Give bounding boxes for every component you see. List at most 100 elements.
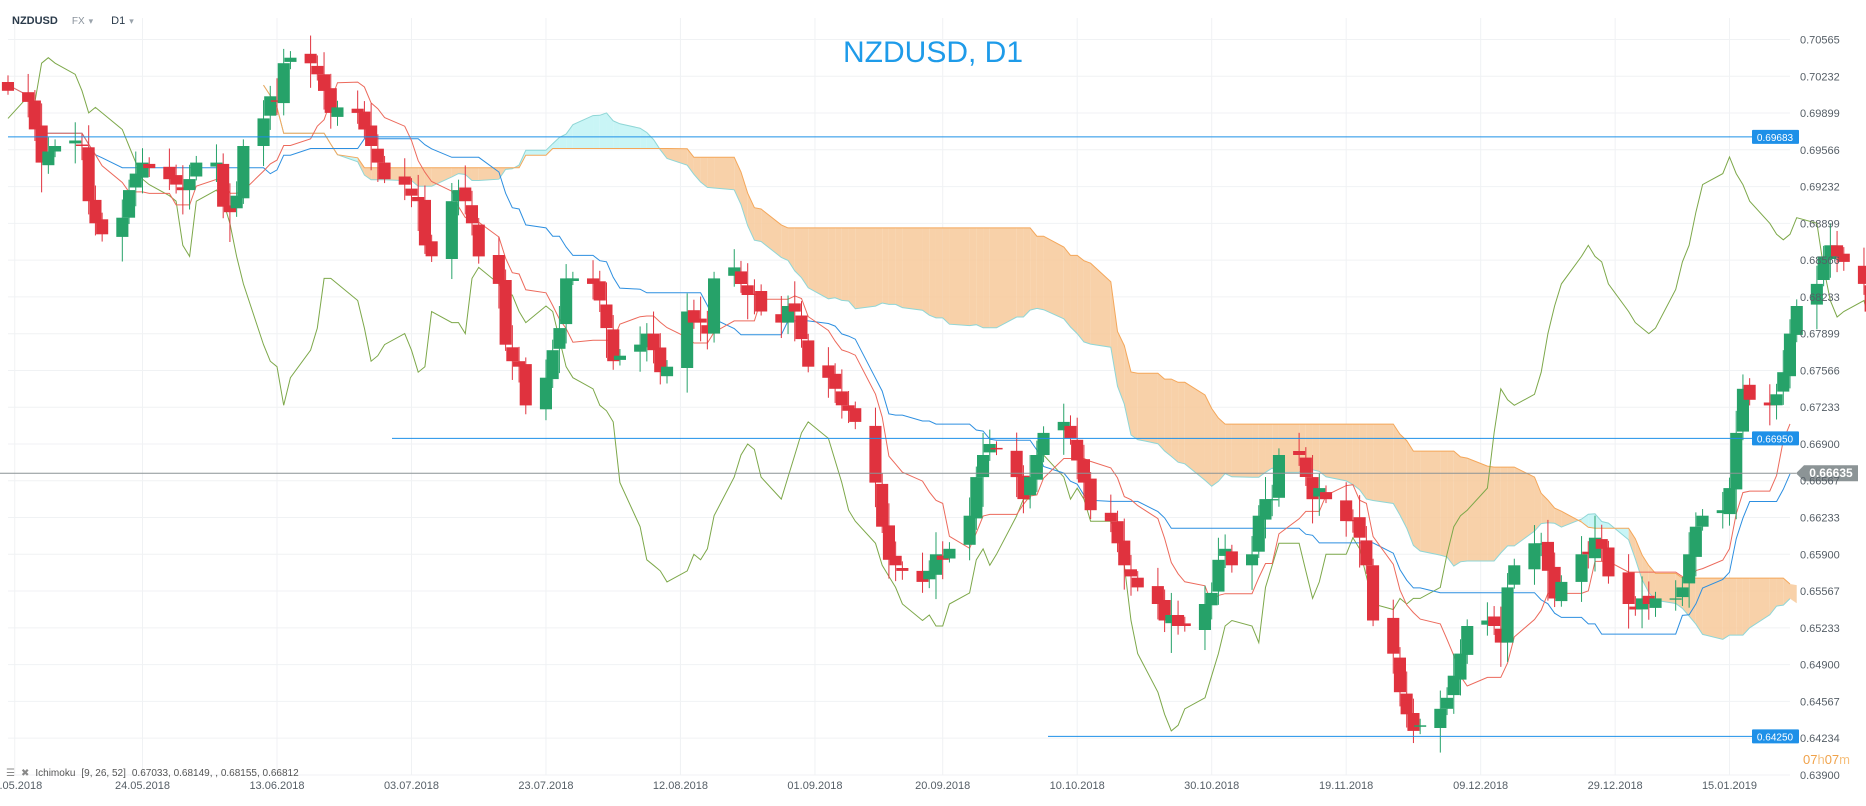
cloud-segment [1366,424,1374,501]
candle-bear [405,178,418,208]
candle-body [371,148,384,163]
cloud-segment [1036,236,1044,310]
candle-bull [284,51,297,70]
cloud-segment [841,227,849,302]
x-tick-label: 12.08.2018 [653,780,708,792]
cloud-segment [929,227,936,318]
cloud-segment [371,167,378,180]
candle-bear [1857,247,1866,295]
candle-body [82,147,95,202]
candle-bear [176,165,189,215]
cloud-segment [828,227,836,299]
candle-bull [1683,532,1696,608]
cloud-segment [1776,578,1784,607]
candle-body [1198,604,1211,630]
indicator-legend[interactable]: ☰ ✖ Ichimoku [9, 26, 52] 0.67033, 0.6814… [6,768,299,779]
candle-bull [1198,585,1211,651]
cloud-segment [1252,424,1259,478]
candle-bear [351,90,364,124]
candle-bear [1118,518,1131,590]
indicator-name: Ichimoku [35,768,76,779]
chevron-down-icon[interactable]: ▾ [88,15,94,26]
candle-body [1696,515,1709,527]
candle-bull [237,139,250,204]
x-tick-label: 19.11.2018 [1319,780,1373,792]
candle-body [943,548,956,559]
candle-body [607,329,620,362]
candle-bear [936,541,949,580]
candle-body [1683,554,1696,584]
candle-bear [654,333,667,385]
candle-body [1178,623,1191,626]
candle-body [69,140,82,144]
candle-bear [492,236,505,309]
cloud-segment [1225,424,1232,477]
cloud-segment [1393,424,1400,516]
cloud-segment [1460,456,1468,562]
candle-body [1024,477,1037,496]
cloud-segment [1453,451,1461,567]
cloud-segment [922,227,930,316]
cloud-segment [1218,417,1226,482]
cloud-segment [700,157,708,188]
candle-bear [1743,378,1756,406]
candle-bear [587,260,600,300]
kijun-sen-line [7,84,1791,635]
close-icon[interactable]: ✖ [20,768,30,779]
candle-body [1118,540,1131,566]
candle-body [1225,551,1238,566]
candle-bull [983,429,996,461]
candle-body [331,107,344,117]
y-tick-label: 0.64900 [1800,660,1840,672]
candle-body [708,278,721,334]
candle-timer: 07h07m [1803,752,1850,767]
candle-body [1508,565,1521,585]
candle-bull [230,181,243,217]
candle-bull [1024,454,1037,509]
cloud-segment [1164,379,1172,457]
cloud-segment [545,143,553,156]
candle-bull [1219,534,1232,569]
candle-body [1111,521,1124,544]
timeframe-selector[interactable]: D1 [111,15,126,27]
candle-body [492,255,505,284]
candle-bull [116,199,129,262]
y-tick-label: 0.67566 [1800,365,1840,377]
cloud-segment [1628,528,1636,559]
symbol-selector[interactable]: NZDUSD [12,15,58,27]
candle-bull [1669,580,1682,611]
candle-body [277,63,290,104]
candle-body [1857,265,1866,284]
cloud-segment [835,227,842,301]
candle-bear [1346,509,1359,533]
candle-body [465,205,478,224]
candle-bear [75,133,88,161]
cloud-segment [1312,424,1320,472]
candle-body [1360,540,1373,566]
candle-body [728,267,741,276]
candle-body [613,355,626,360]
candle-bull [546,339,559,388]
y-tick-label: 0.68566 [1800,255,1840,267]
chevron-down-icon[interactable]: ▾ [129,15,134,26]
candle-body [983,444,996,453]
candle-body [1783,333,1796,377]
candle-bear [1064,415,1077,445]
candle-bear [647,311,660,364]
x-tick-label: 10.10.2018 [1050,780,1105,792]
cloud-segment [593,115,600,149]
candle-body [1407,713,1420,731]
cloud-segment [1204,394,1212,487]
candle-bull [613,349,626,366]
candle-bear [304,35,317,88]
candle-body [1246,554,1259,566]
cloud-segment [1030,227,1037,311]
settings-icon[interactable]: ☰ [6,768,15,779]
candle-body [566,278,579,281]
cloud-segment [1184,382,1205,481]
candle-body [176,187,189,191]
x-tick-label: 29.12.2018 [1588,780,1643,792]
y-tick-label: 0.65233 [1800,623,1840,635]
